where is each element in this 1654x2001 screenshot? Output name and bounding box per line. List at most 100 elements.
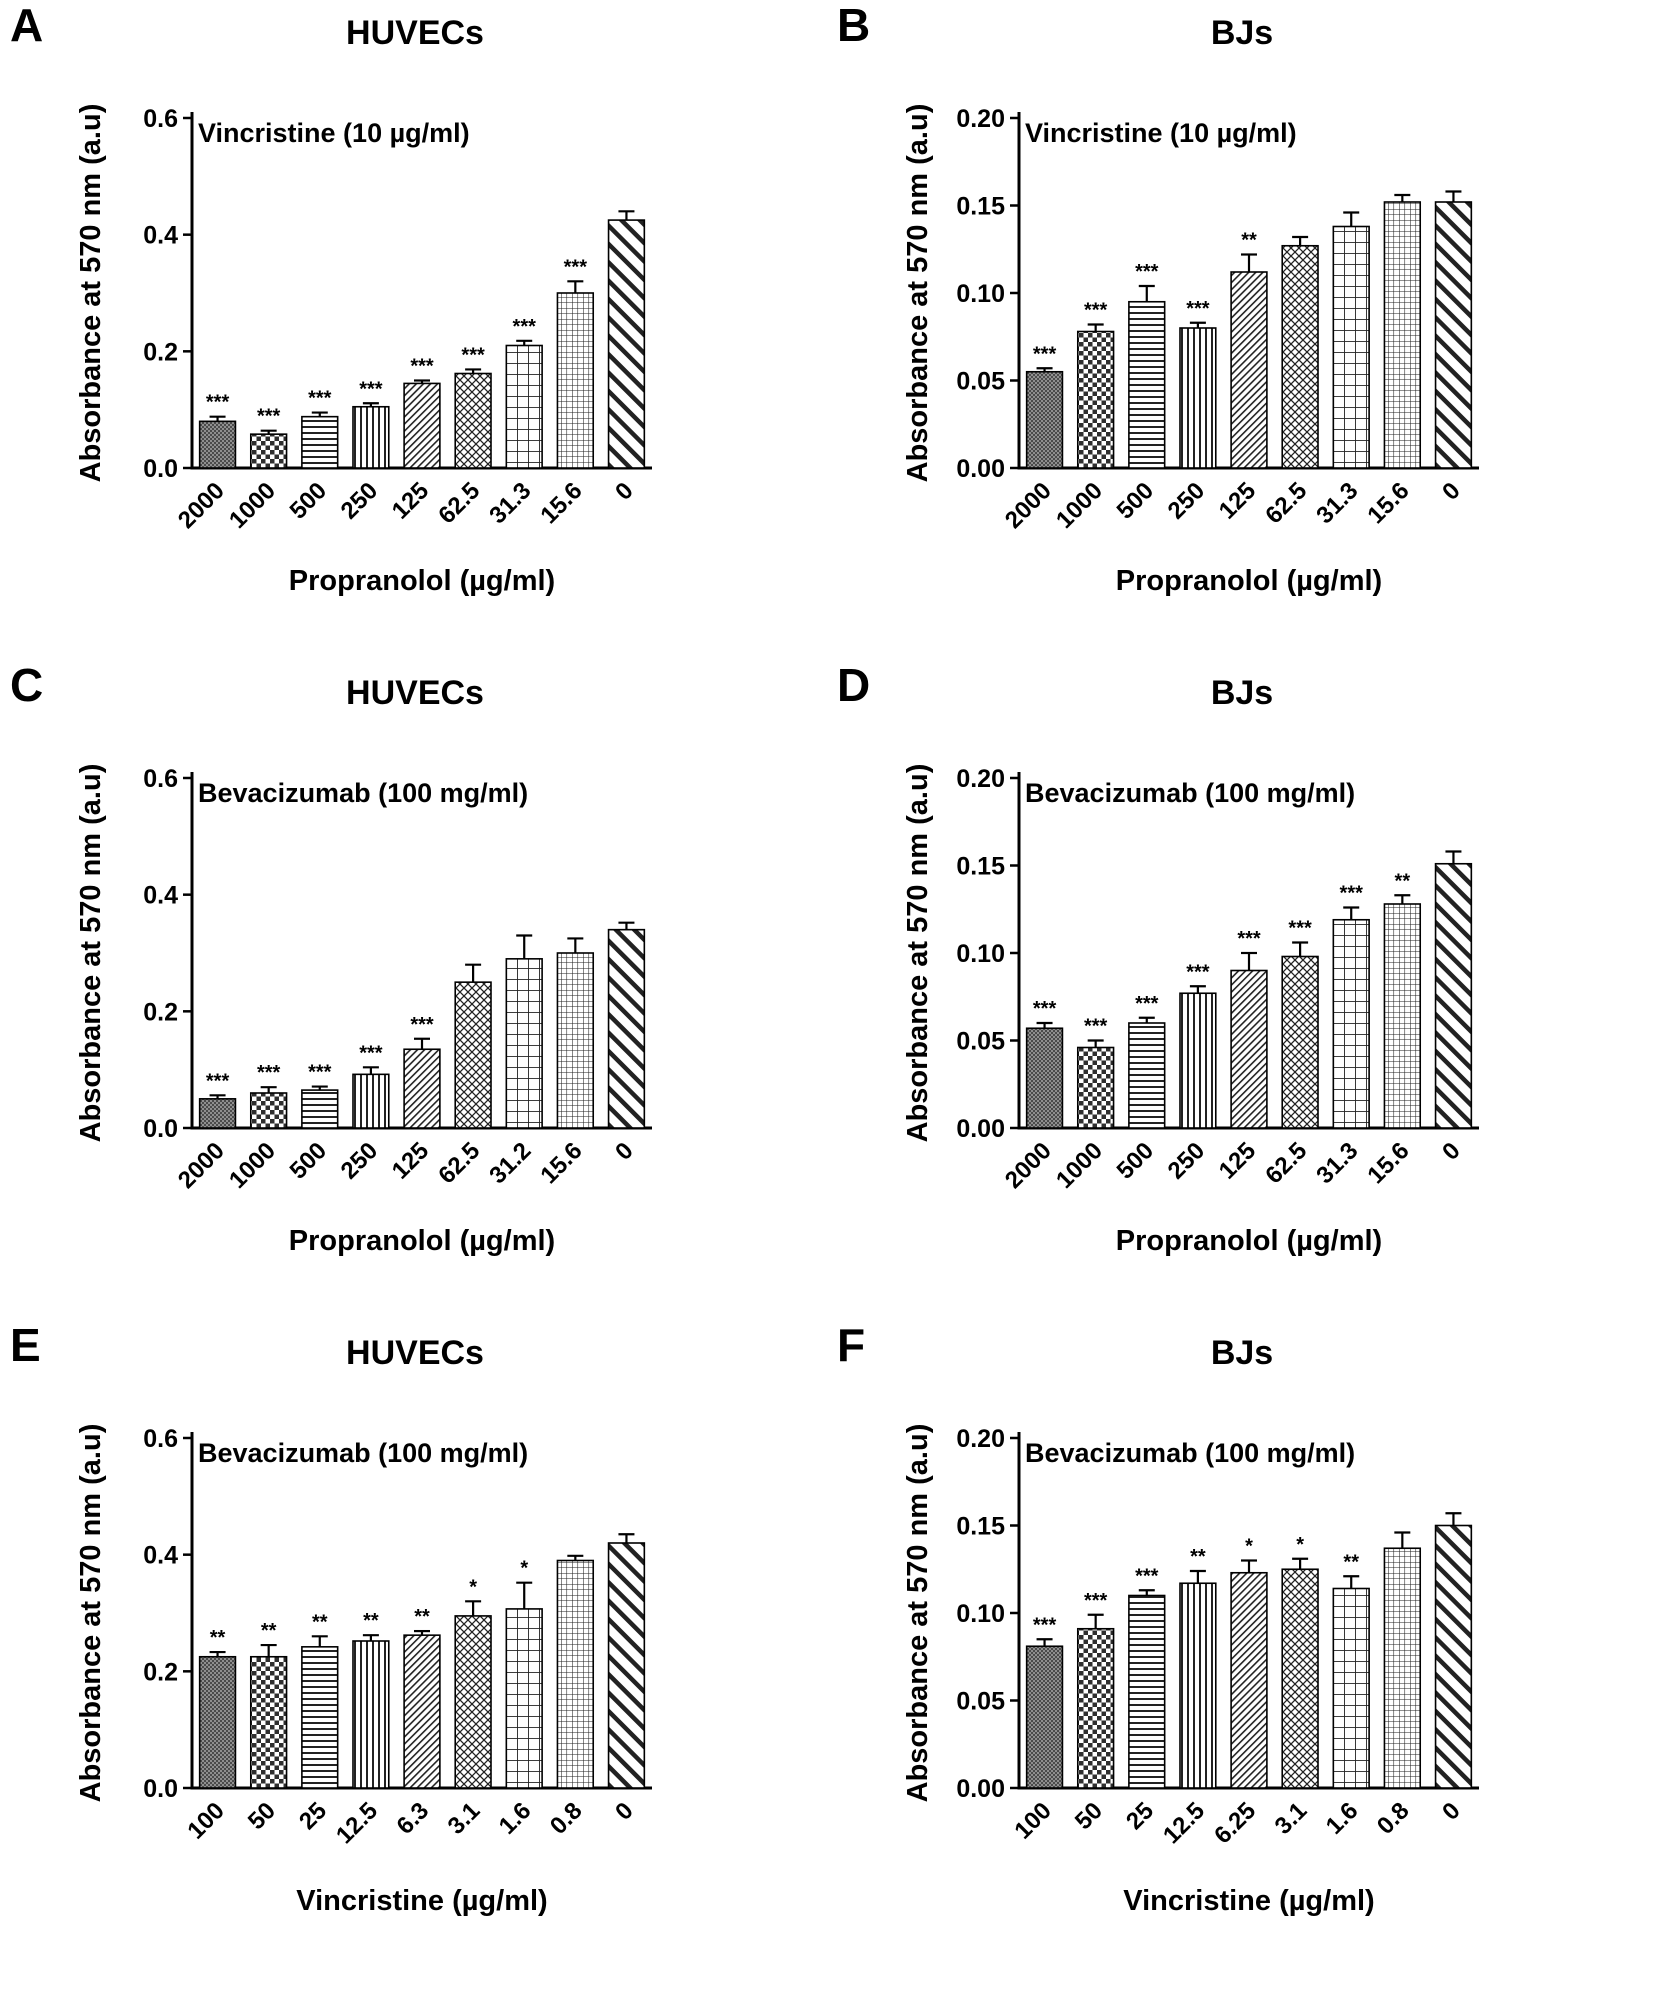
x-tick-label: 1.6 [1321, 1797, 1364, 1840]
y-tick-label: 0.10 [956, 1600, 1005, 1628]
bar-500 [1128, 300, 1166, 469]
y-tick-label: 0.4 [143, 222, 178, 250]
figure-panel-a: A HUVECs 0.0 0.2 0.4 0.6 Absorbance at 570 n… [0, 0, 827, 660]
chart-svg: 0.00 0.05 0.10 0.15 0.20 Absorbance at 570 nm… [902, 104, 1479, 597]
bar-0 [1434, 1524, 1473, 1789]
figure-panel-e: E HUVECs 0.0 0.2 0.4 0.6 Absorbance at 570 n… [0, 1320, 827, 1980]
bar-1.6 [1332, 1587, 1370, 1789]
significance-stars: *** [1186, 298, 1210, 320]
significance-stars: *** [1186, 961, 1210, 983]
bar-0 [1434, 862, 1473, 1129]
x-tick-label: 0 [1437, 1137, 1466, 1166]
y-tick-label: 0.6 [143, 765, 178, 793]
bar-6.25 [1230, 1571, 1268, 1789]
significance-stars: *** [1237, 928, 1261, 950]
bar-125 [403, 382, 441, 469]
bar-250 [1179, 327, 1217, 469]
significance-stars: ** [1395, 870, 1411, 892]
significance-stars: *** [410, 1014, 434, 1036]
x-tick-label: 0 [610, 1797, 639, 1826]
y-tick-label: 0.4 [143, 882, 178, 910]
y-tick-label: 0.20 [956, 1425, 1005, 1453]
bar-12.5 [352, 1640, 390, 1789]
x-tick-label: 15.6 [535, 1137, 587, 1189]
significance-stars: ** [210, 1627, 226, 1649]
x-tick-label: 15.6 [1362, 477, 1414, 529]
bar-31.3 [1332, 918, 1370, 1129]
significance-stars: *** [206, 1070, 230, 1092]
bar-chart: 0.00 0.05 0.10 0.15 0.20 Absorbance at 570 nm… [827, 0, 1654, 660]
bar-31.3 [505, 344, 543, 469]
x-tick-label: 15.6 [535, 477, 587, 529]
x-axis-label: Propranolol (µg/ml) [289, 1225, 555, 1257]
x-tick-label: 0 [1437, 477, 1466, 506]
x-tick-label: 6.25 [1209, 1797, 1261, 1849]
panel-letter: D [837, 659, 871, 711]
x-axis-label: Vincristine (µg/ml) [1123, 1885, 1374, 1917]
x-tick-label: 3.1 [1270, 1797, 1313, 1840]
bar-50 [249, 1655, 288, 1789]
significance-stars: *** [410, 356, 434, 378]
significance-stars: *** [1084, 1590, 1108, 1612]
x-tick-label: 500 [285, 1137, 332, 1184]
x-tick-label: 100 [1009, 1797, 1056, 1844]
x-tick-label: 50 [243, 1797, 281, 1835]
y-tick-label: 0.6 [143, 1425, 178, 1453]
y-tick-label: 0.15 [956, 193, 1005, 221]
significance-stars: *** [1288, 918, 1312, 940]
x-tick-label: 2000 [173, 477, 230, 534]
x-tick-label: 125 [1214, 477, 1261, 524]
x-tick-label: 25 [294, 1797, 332, 1835]
bar-0.8 [1383, 1547, 1422, 1789]
x-tick-label: 12.5 [331, 1797, 383, 1849]
x-axis-label: Propranolol (µg/ml) [1116, 1225, 1382, 1257]
x-tick-label: 250 [336, 477, 383, 524]
panel-letter: C [10, 659, 44, 711]
significance-stars: *** [1340, 883, 1364, 905]
significance-stars: *** [1135, 1565, 1159, 1587]
x-tick-label: 1000 [1051, 477, 1108, 534]
bar-15.6 [556, 952, 595, 1129]
significance-stars: *** [1033, 998, 1057, 1020]
x-tick-label: 0 [610, 477, 639, 506]
figure-panel-c: C HUVECs 0.0 0.2 0.4 0.6 Absorbance at 570 n… [0, 660, 827, 1320]
x-tick-label: 1.6 [494, 1797, 537, 1840]
bar-250 [352, 405, 390, 469]
treatment-annotation: Vincristine (10 µg/ml) [198, 118, 470, 148]
significance-stars: *** [1084, 300, 1108, 322]
treatment-annotation: Bevacizumab (100 mg/ml) [198, 778, 528, 808]
significance-stars: * [1296, 1534, 1304, 1556]
bar-62.5 [1281, 244, 1319, 469]
x-tick-label: 50 [1070, 1797, 1108, 1835]
bar-500 [301, 415, 339, 469]
y-axis-label: Absorbance at 570 nm (a.u) [75, 104, 107, 483]
significance-stars: ** [1190, 1546, 1206, 1568]
y-tick-label: 0.0 [143, 1775, 178, 1803]
significance-stars: ** [312, 1611, 328, 1633]
bar-2000 [198, 1098, 237, 1129]
figure-panel-f: F BJs 0.00 0.05 0.10 0.15 0.20 Absorbance at … [827, 1320, 1654, 1980]
y-axis-label: Absorbance at 570 nm (a.u) [75, 764, 107, 1143]
significance-stars: * [520, 1558, 528, 1580]
bar-chart: 0.00 0.05 0.10 0.15 0.20 Absorbance at 570 nm… [827, 660, 1654, 1320]
x-tick-label: 12.5 [1158, 1797, 1210, 1849]
bar-50 [1076, 1627, 1115, 1789]
y-tick-label: 0.00 [956, 1115, 1005, 1143]
chart-svg: 0.0 0.2 0.4 0.6 Absorbance at 570 nm (a.u) Be… [75, 764, 652, 1257]
significance-stars: *** [359, 378, 383, 400]
x-tick-label: 0 [1437, 1797, 1466, 1826]
y-tick-label: 0.15 [956, 1513, 1005, 1541]
x-tick-label: 3.1 [443, 1797, 486, 1840]
x-tick-label: 31.3 [484, 477, 536, 529]
bar-2000 [1025, 370, 1064, 469]
y-tick-label: 0.00 [956, 455, 1005, 483]
treatment-annotation: Vincristine (10 µg/ml) [1025, 118, 1297, 148]
x-axis-label: Propranolol (µg/ml) [289, 565, 555, 597]
y-axis-label: Absorbance at 570 nm (a.u) [902, 104, 934, 483]
chart-svg: 0.00 0.05 0.10 0.15 0.20 Absorbance at 570 nm… [902, 1424, 1479, 1917]
bar-1000 [1076, 1046, 1115, 1129]
bar-125 [1230, 969, 1268, 1129]
bar-3.1 [454, 1615, 492, 1789]
bar-15.6 [556, 292, 595, 469]
bar-15.6 [1383, 903, 1422, 1129]
